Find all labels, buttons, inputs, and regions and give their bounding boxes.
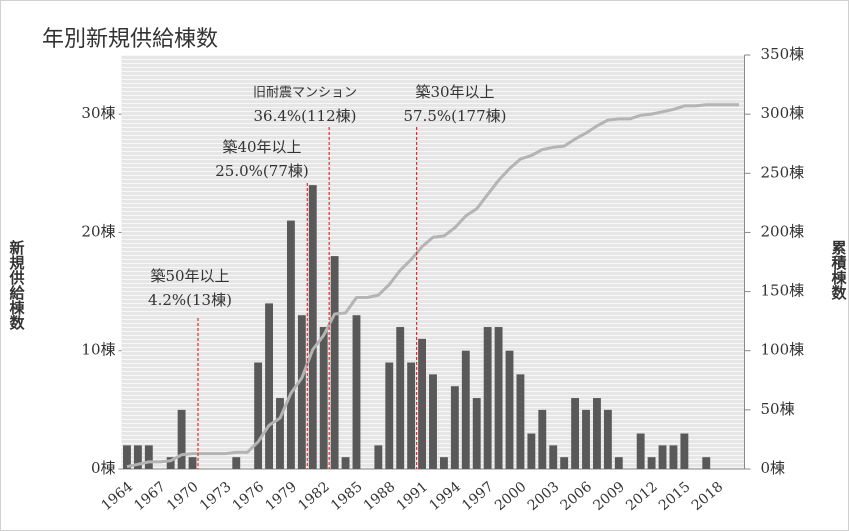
y2-tick-label: 200棟 <box>761 222 805 240</box>
annotation-text: 4.2%(13棟) <box>148 291 232 309</box>
bar <box>352 315 361 469</box>
y2-tick-label: 350棟 <box>761 45 805 63</box>
bar <box>483 327 492 469</box>
bar <box>702 457 711 469</box>
bar <box>472 398 481 469</box>
bar <box>505 350 514 469</box>
bar <box>407 362 416 469</box>
axis-label-text: 新規供給棟数 <box>8 239 26 331</box>
bar <box>549 445 558 469</box>
bar <box>254 362 263 469</box>
bar <box>123 445 131 469</box>
annotation-text: 築30年以上 <box>415 83 494 101</box>
bar <box>494 327 503 469</box>
bar <box>658 445 667 469</box>
bar <box>418 338 427 469</box>
bar <box>636 433 645 469</box>
bar <box>308 185 317 469</box>
y2-axis-label: 累積棟数 <box>830 240 848 301</box>
bar <box>232 457 241 469</box>
y2-tick-label: 0棟 <box>761 459 786 477</box>
bar <box>680 433 689 469</box>
bar <box>603 409 612 469</box>
bar <box>560 457 569 469</box>
axis-label-text: 累積棟数 <box>830 240 848 301</box>
bar <box>571 398 580 469</box>
bar <box>330 256 339 469</box>
annotation-text: 36.4%(112棟) <box>254 107 357 125</box>
bar <box>133 445 142 469</box>
y-tick-label: 10棟 <box>81 341 115 359</box>
chart-title: 年別新規供給棟数 <box>42 27 218 52</box>
bar <box>516 374 525 469</box>
bar <box>286 220 295 469</box>
y-tick-label: 30棟 <box>81 104 115 122</box>
bar <box>582 409 590 469</box>
bar <box>527 433 536 469</box>
bar <box>177 409 186 469</box>
bar <box>385 362 394 469</box>
annotation-text: 築50年以上 <box>150 267 229 285</box>
y2-tick-label: 250棟 <box>761 163 805 181</box>
bar <box>461 350 470 469</box>
bar <box>429 374 437 469</box>
bar <box>614 457 623 469</box>
bar <box>265 303 273 469</box>
bar <box>166 457 175 469</box>
y-tick-label: 0棟 <box>91 459 116 477</box>
bar <box>538 409 547 469</box>
bar <box>341 457 350 469</box>
y-axis-label: 新規供給棟数 <box>8 239 26 331</box>
bar <box>669 445 678 469</box>
bar <box>647 457 656 469</box>
annotation-text: 築40年以上 <box>222 138 301 156</box>
y-tick-label: 20棟 <box>81 222 115 240</box>
bar <box>144 445 153 469</box>
bar <box>450 386 459 469</box>
y2-tick-label: 300棟 <box>761 104 805 122</box>
bar <box>319 327 328 469</box>
bar <box>396 327 405 469</box>
y2-tick-label: 150棟 <box>761 282 805 300</box>
annotation-text: 57.5%(177棟) <box>404 107 507 125</box>
bar <box>439 457 448 469</box>
bar <box>188 457 197 469</box>
bar <box>297 315 306 469</box>
annotation-text: 25.0%(77棟) <box>215 162 308 180</box>
bar <box>276 398 284 469</box>
y2-tick-label: 50棟 <box>761 400 795 418</box>
cumulative-line <box>126 103 739 469</box>
annotation-text: 旧耐震マンション <box>253 86 357 101</box>
bar <box>593 398 601 469</box>
y2-tick-label: 100棟 <box>761 341 805 359</box>
bar <box>374 445 383 469</box>
